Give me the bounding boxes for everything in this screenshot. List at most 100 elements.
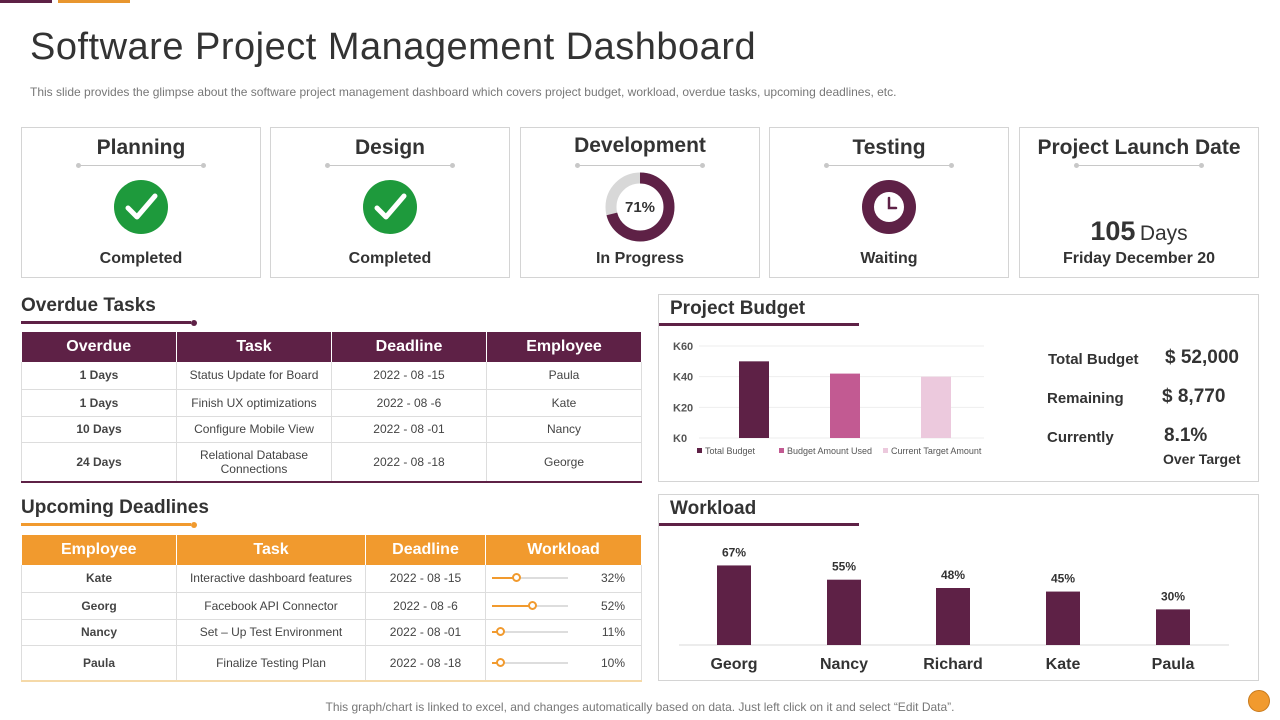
table-row: Paula Finalize Testing Plan 2022 - 08 -18 1… <box>21 645 642 682</box>
column-header: Task <box>176 535 366 565</box>
task-cell: Set – Up Test Environment <box>176 619 366 646</box>
slider-knob[interactable] <box>495 657 505 667</box>
task-cell: Status Update for Board <box>176 362 332 390</box>
bar-value-label: 30% <box>1161 589 1185 603</box>
table-header-row: Employee Task Deadline Workload <box>21 535 642 565</box>
employee-cell: Kate <box>21 565 177 593</box>
y-tick-label: K20 <box>673 402 693 414</box>
task-cell: Interactive dashboard features <box>176 565 366 593</box>
workload-slider[interactable] <box>492 657 568 668</box>
workload-cell: 11% <box>485 619 642 646</box>
table-row: 10 Days Configure Mobile View 2022 - 08 … <box>21 416 642 443</box>
phase-title: Testing <box>852 136 926 159</box>
workload-bar <box>1046 591 1080 645</box>
launch-date-card: Project Launch Date 105 Days Friday Dece… <box>1019 127 1259 278</box>
progress-donut: 71% <box>604 171 676 243</box>
project-budget-panel: Project Budget K0 K20 K40 K60 Total Budget Bu… <box>658 294 1259 482</box>
table-row: Kate Interactive dashboard features 2022 -… <box>21 565 642 593</box>
category-label: Nancy <box>820 656 868 673</box>
table-header-row: Overdue Task Deadline Employee <box>21 332 642 362</box>
overdue-title: Overdue Tasks <box>21 295 156 316</box>
workload-bar <box>717 565 751 645</box>
legend-label: Budget Amount Used <box>787 446 872 456</box>
phase-status: Waiting <box>860 250 918 267</box>
days-number: 105 <box>1090 216 1136 246</box>
budget-title: Project Budget <box>670 298 806 319</box>
slider-fill <box>492 577 517 580</box>
divider <box>325 163 455 168</box>
task-cell: Finish UX optimizations <box>176 389 332 417</box>
column-header: Deadline <box>365 535 486 565</box>
workload-percent: 32% <box>600 571 625 586</box>
y-tick-label: K40 <box>673 372 693 384</box>
divider <box>575 163 705 168</box>
workload-percent: 52% <box>600 598 625 613</box>
accent-bar-orange <box>58 0 130 3</box>
budget-bar <box>921 376 951 438</box>
budget-bar <box>739 361 769 438</box>
employee-cell: Paula <box>486 362 642 390</box>
deadline-cell: 2022 - 08 -15 <box>331 362 487 390</box>
phase-card-design: Design Completed <box>270 127 510 278</box>
employee-cell: George <box>486 442 642 483</box>
slider-track <box>492 577 568 580</box>
phase-card-testing: Testing Waiting <box>769 127 1009 278</box>
task-cell: Finalize Testing Plan <box>176 645 366 682</box>
phase-status: Completed <box>99 250 183 267</box>
table-row: 1 Days Status Update for Board 2022 - 08… <box>21 362 642 390</box>
budget-chart: K0 K20 K40 K60 Total Budget Budget Amount Use… <box>673 341 984 456</box>
corner-circle-icon <box>1248 690 1270 712</box>
bar-value-label: 45% <box>1051 572 1075 586</box>
bar-value-label: 55% <box>832 560 856 574</box>
overdue-cell: 1 Days <box>21 389 177 417</box>
workload-bar <box>1156 609 1190 645</box>
check-icon <box>362 179 418 235</box>
clock-icon <box>861 179 917 235</box>
total-budget-value: $ 52,000 <box>1165 347 1239 368</box>
deadline-cell: 2022 - 08 -6 <box>331 389 487 417</box>
progress-arc <box>605 172 675 242</box>
column-header: Employee <box>486 332 642 362</box>
workload-slider[interactable] <box>492 627 568 637</box>
progress-label: 71% <box>625 199 655 216</box>
legend-label: Current Target Amount <box>891 446 982 456</box>
workload-slider[interactable] <box>492 600 568 611</box>
phase-status: In Progress <box>595 250 685 267</box>
workload-cell: 32% <box>485 565 642 593</box>
phase-card-planning: Planning Completed <box>21 127 261 278</box>
remaining-value: $ 8,770 <box>1162 386 1226 407</box>
deadline-cell: 2022 - 08 -18 <box>331 442 487 483</box>
budget-bar <box>830 373 860 438</box>
phase-title: Planning <box>96 136 186 159</box>
divider <box>76 163 206 168</box>
slider-knob[interactable] <box>512 573 522 583</box>
deadline-cell: 2022 - 08 -01 <box>331 416 487 443</box>
phase-status: Completed <box>348 250 432 267</box>
workload-cell: 10% <box>485 645 642 682</box>
overdue-cell: 1 Days <box>21 362 177 390</box>
task-cell: Relational Database Connections <box>176 442 332 483</box>
phase-card-development: Development 71% In Progress <box>520 127 760 278</box>
deadline-cell: 2022 - 08 -6 <box>365 592 486 620</box>
workload-slider[interactable] <box>492 573 568 583</box>
slider-knob[interactable] <box>496 627 506 636</box>
task-cell: Facebook API Connector <box>176 592 366 620</box>
workload-chart: 67% Georg 55% Nancy 48% Richard 45% Kate 30% Paul… <box>679 545 1229 673</box>
footer-note: This graph/chart is linked to excel, and… <box>325 700 955 714</box>
section-rule <box>21 523 191 526</box>
phase-title: Design <box>354 136 425 159</box>
launch-title: Project Launch Date <box>1037 136 1241 159</box>
workload-title: Workload <box>670 498 757 519</box>
section-rule <box>21 321 191 324</box>
y-tick-label: K60 <box>673 341 693 353</box>
category-label: Richard <box>923 656 983 673</box>
employee-cell: Georg <box>21 592 177 620</box>
deadline-cell: 2022 - 08 -01 <box>365 619 486 646</box>
phase-title: Development <box>574 134 706 157</box>
table-row: 24 Days Relational Database Connections … <box>21 442 642 483</box>
category-label: Kate <box>1046 656 1081 673</box>
slider-knob[interactable] <box>527 600 537 610</box>
days-unit: Days <box>1139 222 1188 245</box>
legend-swatch <box>779 448 784 453</box>
column-header: Employee <box>21 535 177 565</box>
